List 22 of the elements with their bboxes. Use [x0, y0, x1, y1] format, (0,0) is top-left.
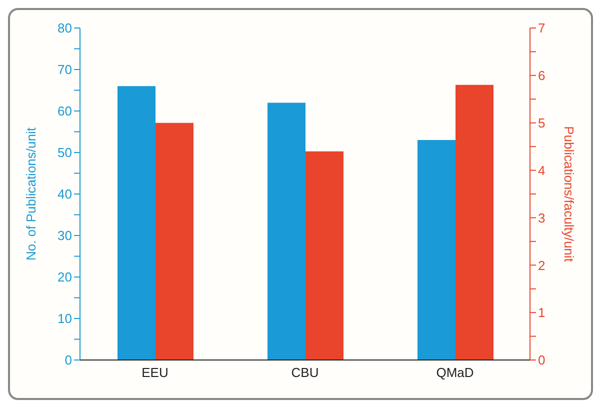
- y2-tick-label: 4: [538, 162, 546, 178]
- y-tick-label: 70: [58, 62, 72, 78]
- y-tick-label: 20: [58, 270, 72, 285]
- y-tick-label: 50: [58, 145, 72, 160]
- x-tick-label: QMaD: [436, 365, 474, 380]
- y-tick-label: 60: [58, 104, 72, 119]
- y-tick-label: 40: [58, 186, 72, 202]
- x-tick-label: EEU: [142, 365, 168, 380]
- y2-tick-label: 3: [538, 210, 546, 226]
- y-tick-label: 30: [58, 228, 72, 244]
- y2-tick-label: 1: [538, 305, 546, 320]
- y-tick-label: 80: [58, 20, 72, 36]
- y-tick-label: 0: [64, 352, 72, 368]
- y2-tick-label: 6: [538, 68, 546, 84]
- x-tick-label: CBU: [291, 365, 319, 380]
- y2-axis-title: Publications/faculty/unit: [561, 126, 576, 262]
- y2-tick-label: 0: [538, 352, 546, 368]
- y2-tick-label: 7: [538, 20, 546, 36]
- y-axis-title: No. of Publications/unit: [24, 127, 39, 260]
- y2-tick-label: 2: [538, 258, 546, 273]
- y2-tick-label: 5: [538, 115, 546, 130]
- y-tick-label: 10: [58, 311, 72, 326]
